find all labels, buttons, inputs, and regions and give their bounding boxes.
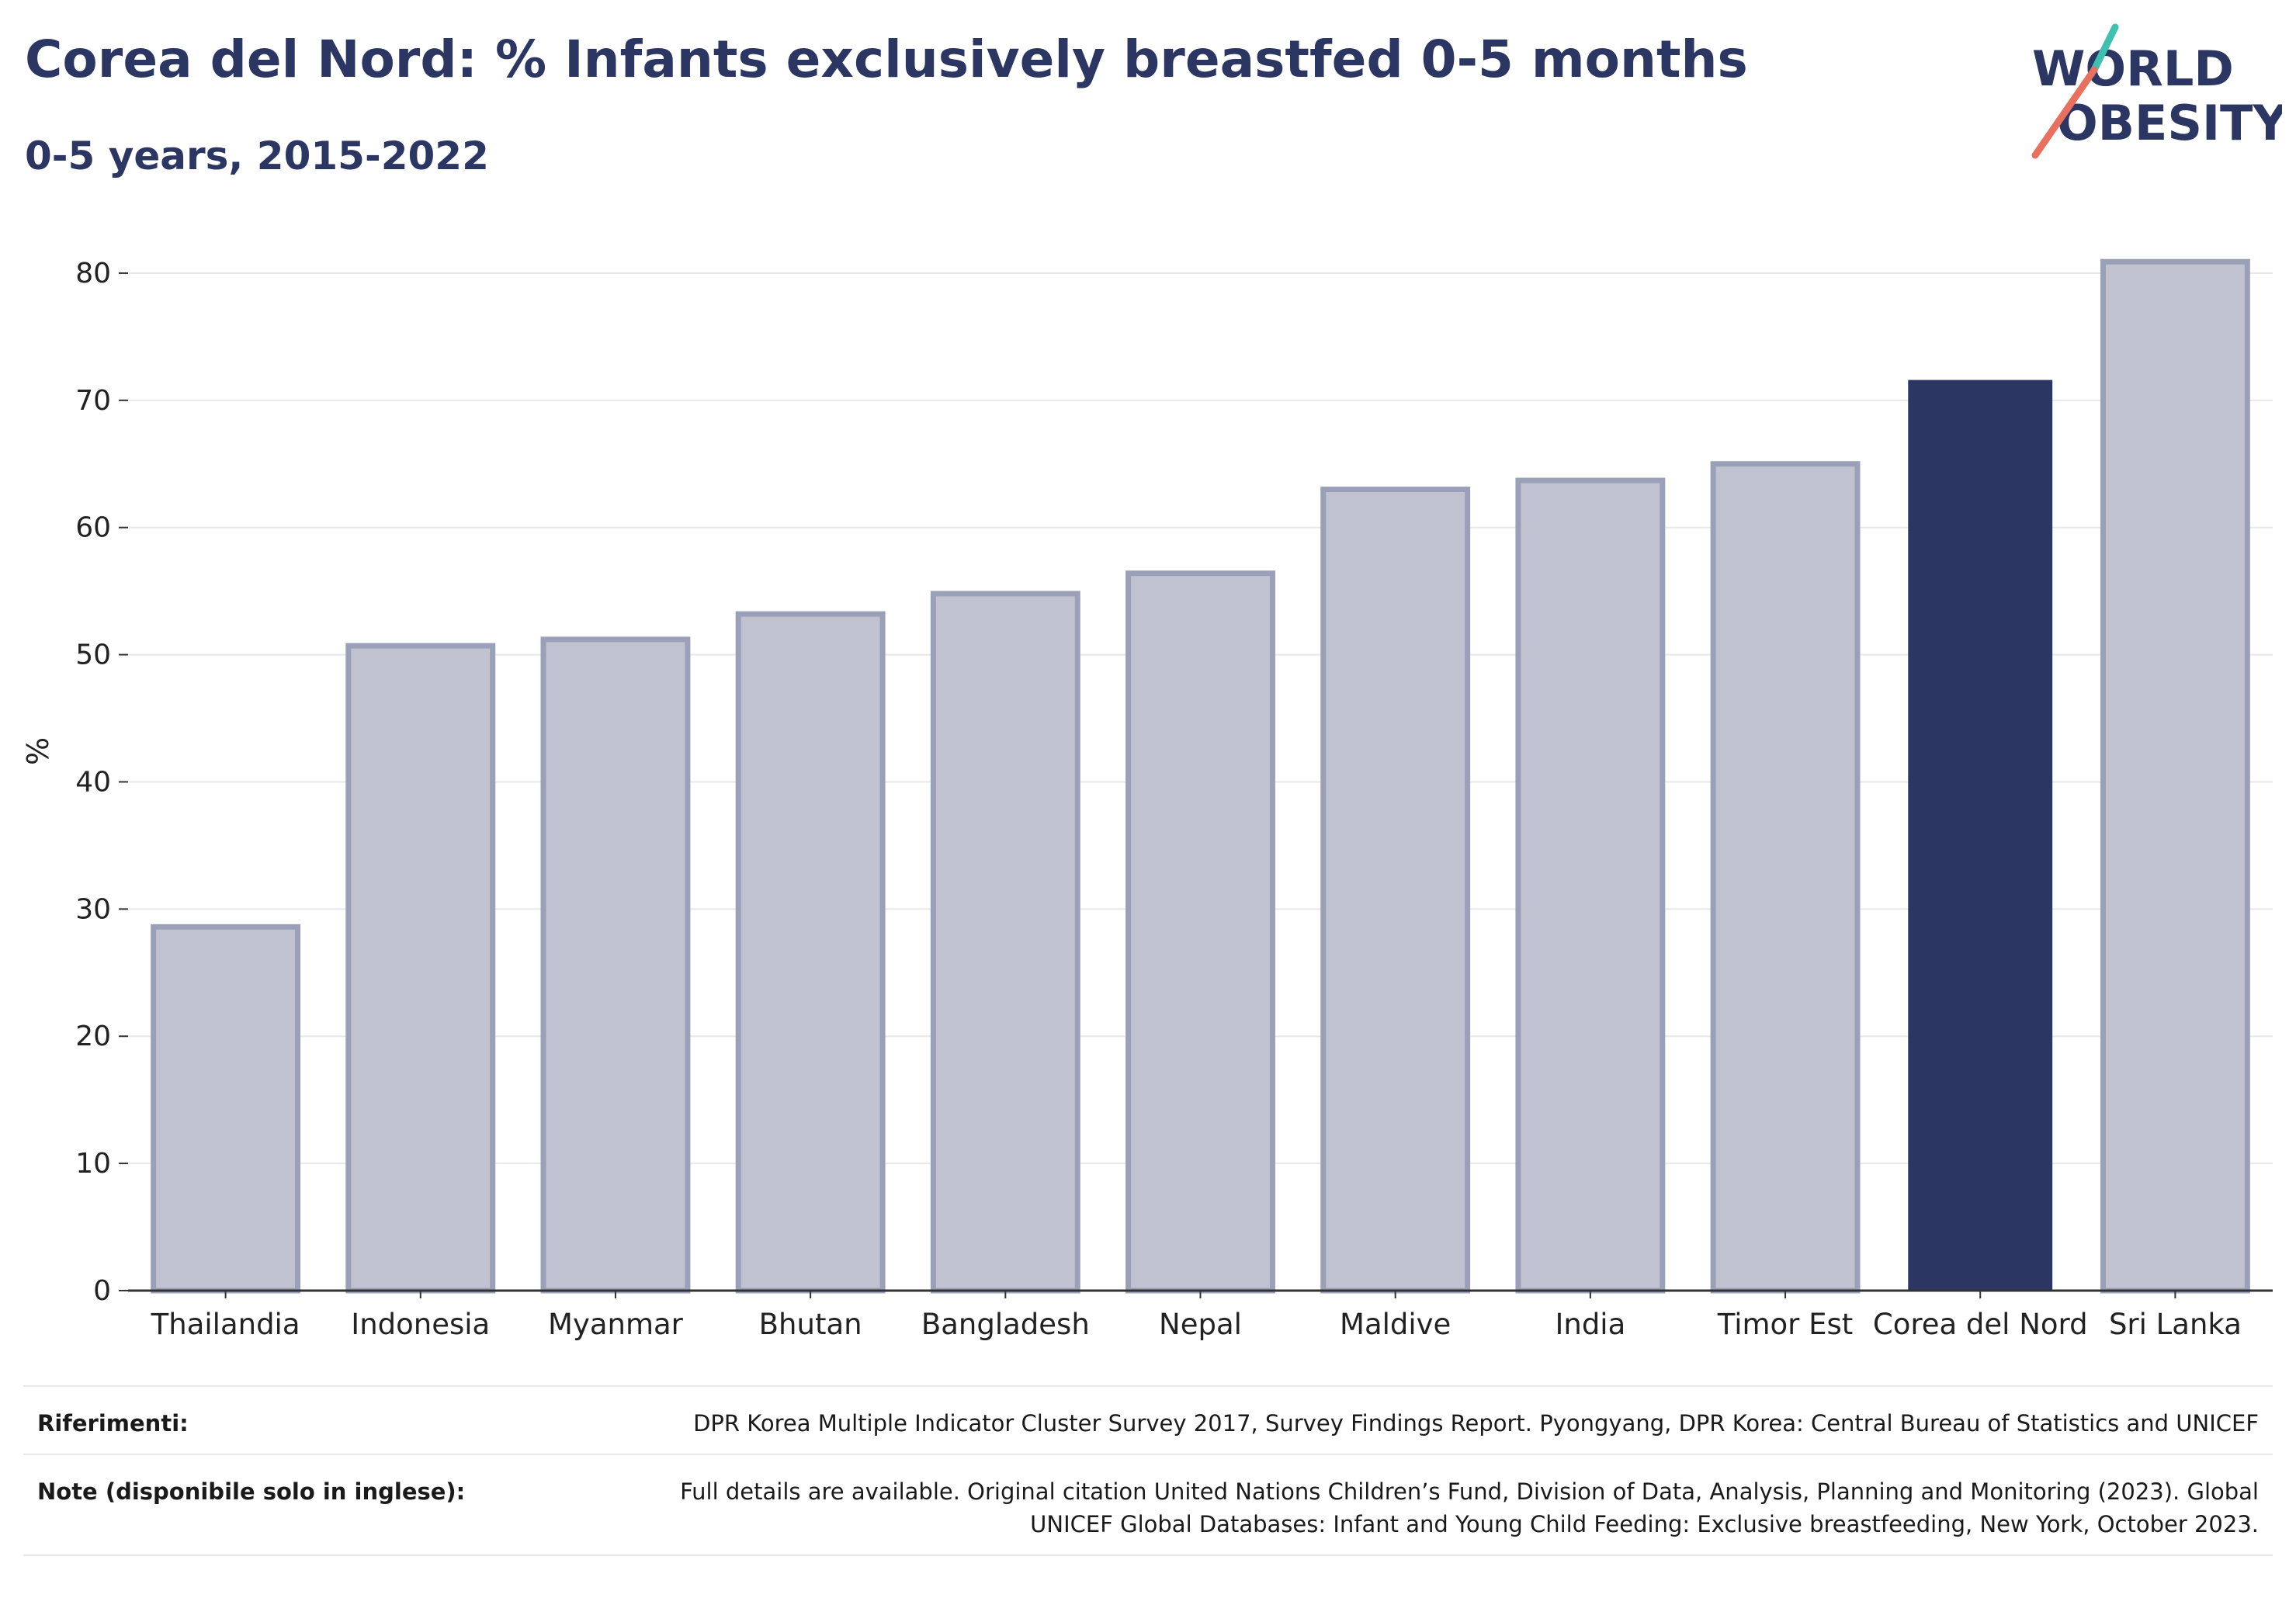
y-tick-label: 80: [75, 258, 111, 289]
bar: [1710, 461, 1861, 1294]
x-tick-label: Maldive: [1340, 1308, 1451, 1341]
notes-label: Note (disponibile solo in inglese):: [37, 1478, 466, 1505]
x-tick-label: Thailandia: [151, 1308, 300, 1341]
notes-text: Full details are available. Original cit…: [680, 1478, 2259, 1537]
x-tick-label: Indonesia: [351, 1308, 490, 1341]
y-tick-label: 40: [75, 766, 111, 798]
logo-text-world: WORLD: [2032, 40, 2234, 97]
bar: [540, 636, 691, 1294]
bar: [735, 611, 886, 1294]
axes: 0 10 20 30 40 50 60 70 80 Thailandia Indonesia Myan…: [75, 258, 2273, 1341]
bar: [151, 924, 301, 1294]
chart-subtitle: 0-5 years, 2015-2022: [25, 133, 489, 178]
bar: [1320, 487, 1471, 1294]
y-tick-label: 0: [93, 1275, 111, 1307]
x-tick-label: Bhutan: [759, 1308, 862, 1341]
x-tick-label: Corea del Nord: [1873, 1308, 2088, 1341]
bar: [2100, 258, 2250, 1294]
x-tick-label: Timor Est: [1717, 1308, 1854, 1341]
x-tick-label: Myanmar: [548, 1308, 684, 1341]
x-tick-label: Nepal: [1159, 1308, 1242, 1341]
y-tick-label: 10: [75, 1148, 111, 1180]
notes-row: Note (disponibile solo in inglese): Full…: [23, 1454, 2273, 1556]
y-tick-label: 30: [75, 893, 111, 925]
bar-chart: 0 10 20 30 40 50 60 70 80 Thailandia Indonesia Myan…: [21, 258, 2273, 1341]
logo-slash-bottom: [2031, 66, 2098, 159]
x-tick-label: Sri Lanka: [2109, 1308, 2242, 1341]
bar: [1125, 570, 1275, 1294]
chart-title: Corea del Nord: % Infants exclusively br…: [25, 29, 1748, 89]
y-tick-label: 20: [75, 1021, 111, 1052]
bar: [930, 591, 1080, 1294]
bar-highlighted: [1908, 380, 2053, 1291]
logo-slash-top: [2090, 23, 2119, 74]
references-row: Riferimenti: DPR Korea Multiple Indicato…: [23, 1385, 2273, 1454]
x-tick-label: Bangladesh: [921, 1308, 1090, 1341]
bar: [1515, 477, 1666, 1294]
y-tick-label: 50: [75, 639, 111, 671]
world-obesity-logo: WORLD OBESITY: [2031, 23, 2282, 159]
y-tick-label: 70: [75, 385, 111, 417]
references-text: DPR Korea Multiple Indicator Cluster Sur…: [693, 1410, 2259, 1437]
footer-table: Riferimenti: DPR Korea Multiple Indicato…: [23, 1385, 2273, 1556]
y-tick-label: 60: [75, 512, 111, 544]
y-axis-label: %: [21, 737, 55, 765]
logo-text-obesity: OBESITY: [2057, 95, 2282, 151]
x-tick-label: India: [1555, 1308, 1625, 1341]
references-label: Riferimenti:: [37, 1410, 189, 1437]
bar: [345, 643, 496, 1294]
bars: [151, 258, 2250, 1294]
